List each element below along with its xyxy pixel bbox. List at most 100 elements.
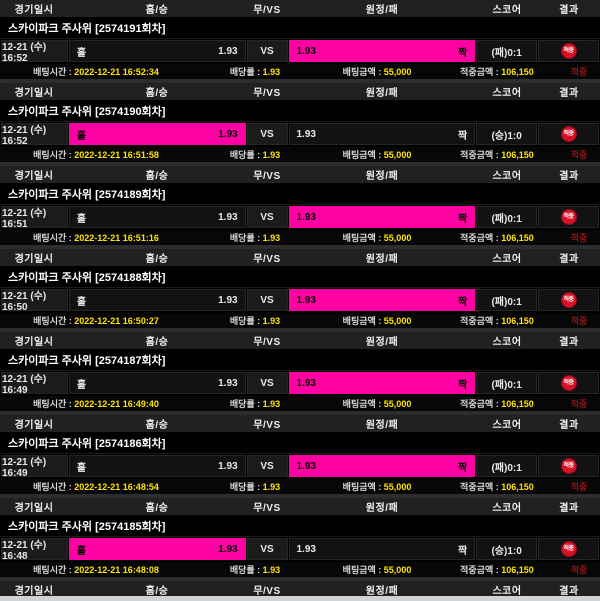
col-header-home: 홈/승 xyxy=(145,254,169,265)
col-header-result: 결과 xyxy=(559,254,579,265)
vs-label: VS xyxy=(260,211,274,223)
col-header-away: 원정/패 xyxy=(365,88,399,99)
result-cell: 적중 xyxy=(538,538,599,560)
bet-info-row: 배팅시간2022-12-21 16:48:08 배당률1.93 배팅금액55,0… xyxy=(0,561,600,577)
result-cell: 적중 xyxy=(538,289,599,311)
bet-info-row: 배팅시간2022-12-21 16:48:54 배당률1.93 배팅금액55,0… xyxy=(0,478,600,494)
col-header-score: 스코어 xyxy=(492,586,522,597)
bet-amount: 배팅금액55,000 xyxy=(318,397,436,410)
home-odds-cell[interactable]: 홀 1.93 xyxy=(68,123,246,145)
score-cell: (패)0:1 xyxy=(476,455,538,477)
col-header-draw: 무/VS xyxy=(253,88,281,99)
home-team-label: 홀 xyxy=(76,462,87,474)
win-amount: 적중금액106,150 xyxy=(436,563,558,576)
col-header-draw: 무/VS xyxy=(253,5,281,16)
home-odds-value: 1.93 xyxy=(218,377,238,389)
home-odds-cell[interactable]: 홀 1.93 xyxy=(68,455,246,477)
col-header-away: 원정/패 xyxy=(365,503,399,514)
vs-cell: VS xyxy=(246,455,288,477)
game-datetime: 12-21 (수) 16:49 xyxy=(1,455,68,479)
col-header-result: 결과 xyxy=(559,5,579,16)
home-odds-cell[interactable]: 홀 1.93 xyxy=(68,40,246,62)
bet-amount: 배팅금액55,000 xyxy=(318,314,436,327)
bet-history-list: 경기일시 홈/승 무/VS 원정/패 스코어 결과 스카이파크 주사위 [257… xyxy=(0,0,600,577)
bet-info-row: 배팅시간2022-12-21 16:51:58 배당률1.93 배팅금액55,0… xyxy=(0,146,600,162)
away-odds-cell[interactable]: 1.93 짝 xyxy=(288,40,476,62)
away-odds-cell[interactable]: 1.93 짝 xyxy=(288,538,476,560)
col-header-home: 홈/승 xyxy=(145,586,169,597)
vs-cell: VS xyxy=(246,289,288,311)
col-header-home: 홈/승 xyxy=(145,5,169,16)
footer-status: 적중 xyxy=(570,316,588,326)
hit-badge: 적중 xyxy=(560,541,577,557)
col-header-home: 홈/승 xyxy=(145,420,169,431)
win-amount: 적중금액106,150 xyxy=(436,148,558,161)
home-odds-cell[interactable]: 홀 1.93 xyxy=(68,289,246,311)
col-header-home: 홈/승 xyxy=(145,337,169,348)
bet-history-block: 경기일시 홈/승 무/VS 원정/패 스코어 결과 스카이파크 주사위 [257… xyxy=(0,0,600,79)
home-team-label: 홀 xyxy=(76,47,87,59)
col-header-score: 스코어 xyxy=(492,171,522,182)
win-amount: 적중금액106,150 xyxy=(436,231,558,244)
col-header-away: 원정/패 xyxy=(365,171,399,182)
bet-row: 12-21 (수) 16:51 홀 1.93 VS 1.93 짝 (패)0:1 … xyxy=(0,205,600,230)
odds-rate: 배당률1.93 xyxy=(192,397,318,410)
bet-time: 배팅시간2022-12-21 16:50:27 xyxy=(0,314,192,327)
away-odds-cell[interactable]: 1.93 짝 xyxy=(288,123,476,145)
col-header-result: 결과 xyxy=(559,586,579,597)
vs-cell: VS xyxy=(246,123,288,145)
score-value: (패)0:1 xyxy=(491,462,522,474)
col-header-away: 원정/패 xyxy=(365,5,399,16)
home-odds-cell[interactable]: 홀 1.93 xyxy=(68,372,246,394)
away-odds-cell[interactable]: 1.93 짝 xyxy=(288,455,476,477)
bet-amount: 배팅금액55,000 xyxy=(318,563,436,576)
vs-label: VS xyxy=(260,460,274,472)
away-team-label: 짝 xyxy=(457,379,468,391)
odds-rate: 배당률1.93 xyxy=(192,148,318,161)
odds-rate: 배당률1.93 xyxy=(192,231,318,244)
home-odds-cell[interactable]: 홀 1.93 xyxy=(68,538,246,560)
footer-status: 적중 xyxy=(570,565,588,575)
column-header-row: 경기일시 홈/승 무/VS 원정/패 스코어 결과 xyxy=(0,83,600,101)
hit-badge: 적중 xyxy=(560,126,577,142)
vs-label: VS xyxy=(260,128,274,140)
away-team-label: 짝 xyxy=(457,47,468,59)
col-header-date: 경기일시 xyxy=(14,254,54,265)
col-header-away: 원정/패 xyxy=(365,586,399,597)
away-odds-cell[interactable]: 1.93 짝 xyxy=(288,372,476,394)
home-odds-value: 1.93 xyxy=(218,294,238,306)
bet-history-block: 경기일시 홈/승 무/VS 원정/패 스코어 결과 스카이파크 주사위 [257… xyxy=(0,498,600,577)
hit-badge: 적중 xyxy=(560,292,577,308)
round-title: 스카이파크 주사위 [2574189회차] xyxy=(8,189,166,201)
col-header-away: 원정/패 xyxy=(365,420,399,431)
away-odds-cell[interactable]: 1.93 짝 xyxy=(288,206,476,228)
col-header-draw: 무/VS xyxy=(253,254,281,265)
col-header-date: 경기일시 xyxy=(14,5,54,16)
col-header-date: 경기일시 xyxy=(14,337,54,348)
round-title: 스카이파크 주사위 [2574190회차] xyxy=(8,106,166,118)
score-cell: (패)0:1 xyxy=(476,372,538,394)
col-header-result: 결과 xyxy=(559,337,579,348)
round-title: 스카이파크 주사위 [2574188회차] xyxy=(8,272,166,284)
round-title-row: 스카이파크 주사위 [2574189회차] xyxy=(0,184,600,205)
vs-cell: VS xyxy=(246,40,288,62)
column-header-row: 경기일시 홈/승 무/VS 원정/패 스코어 결과 xyxy=(0,166,600,184)
bet-history-block: 경기일시 홈/승 무/VS 원정/패 스코어 결과 스카이파크 주사위 [257… xyxy=(0,249,600,328)
away-odds-cell[interactable]: 1.93 짝 xyxy=(288,289,476,311)
col-header-result: 결과 xyxy=(559,88,579,99)
col-header-score: 스코어 xyxy=(492,254,522,265)
col-header-home: 홈/승 xyxy=(145,503,169,514)
game-datetime: 12-21 (수) 16:50 xyxy=(1,289,68,313)
odds-rate: 배당률1.93 xyxy=(192,480,318,493)
bet-history-block: 경기일시 홈/승 무/VS 원정/패 스코어 결과 스카이파크 주사위 [257… xyxy=(0,415,600,494)
home-odds-cell[interactable]: 홀 1.93 xyxy=(68,206,246,228)
vs-cell: VS xyxy=(246,538,288,560)
round-title-row: 스카이파크 주사위 [2574185회차] xyxy=(0,516,600,537)
result-cell: 적중 xyxy=(538,123,599,145)
col-header-home: 홈/승 xyxy=(145,171,169,182)
column-header-row: 경기일시 홈/승 무/VS 원정/패 스코어 결과 xyxy=(0,249,600,267)
result-cell: 적중 xyxy=(538,372,599,394)
bet-amount: 배팅금액55,000 xyxy=(318,480,436,493)
col-header-draw: 무/VS xyxy=(253,337,281,348)
footer-status: 적중 xyxy=(570,67,588,77)
